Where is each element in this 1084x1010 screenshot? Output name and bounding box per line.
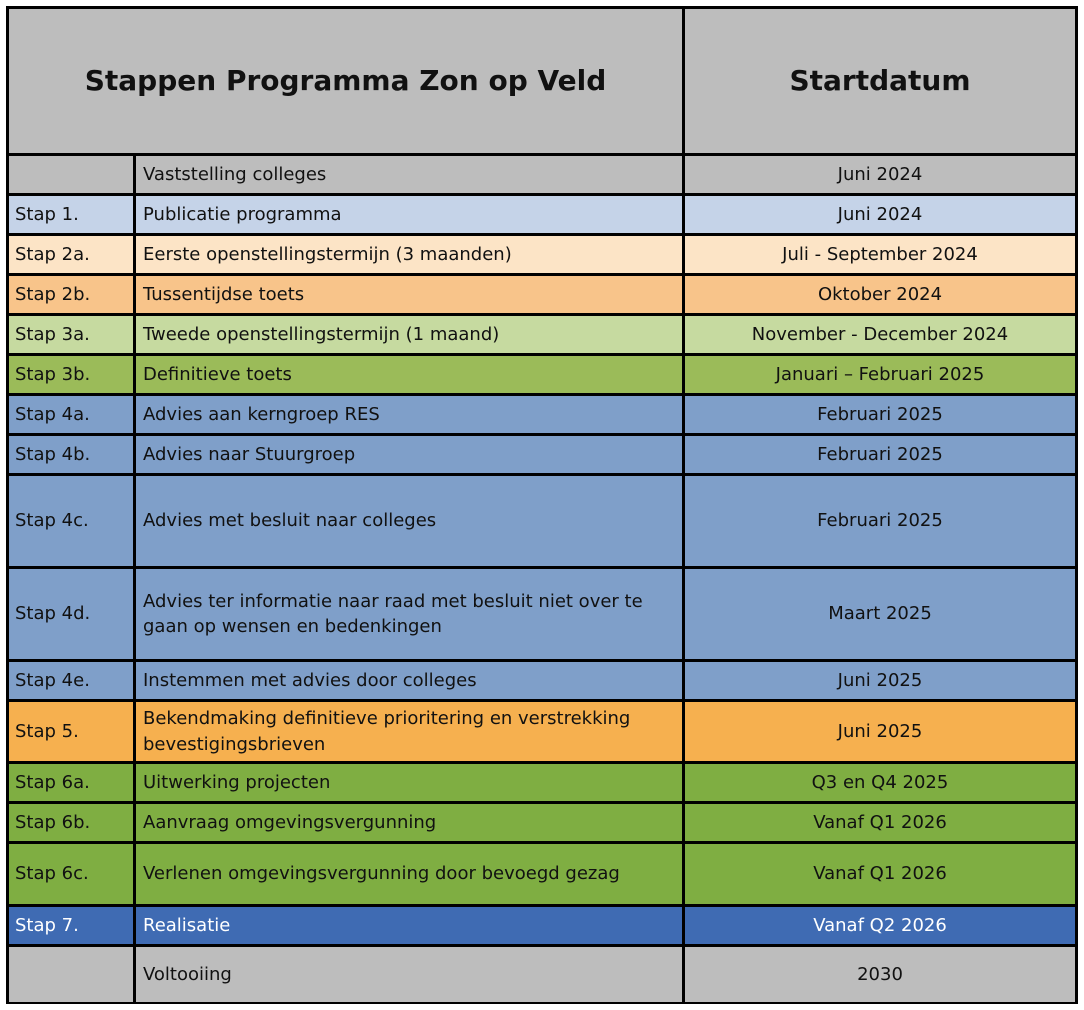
step-cell bbox=[9, 156, 133, 193]
step-cell bbox=[9, 947, 133, 1002]
description-cell: Publicatie programma bbox=[136, 196, 682, 233]
step-cell: Stap 2a. bbox=[9, 236, 133, 273]
table-row: Stap 6a. Uitwerking projecten Q3 en Q4 202… bbox=[9, 764, 1075, 801]
step-cell: Stap 4e. bbox=[9, 662, 133, 699]
date-cell: November - December 2024 bbox=[685, 316, 1075, 353]
date-cell: Februari 2025 bbox=[685, 476, 1075, 566]
table-row: Stap 6c. Verlenen omgevingsvergunning doo… bbox=[9, 844, 1075, 904]
date-cell: Maart 2025 bbox=[685, 569, 1075, 659]
description-cell: Advies ter informatie naar raad met besl… bbox=[136, 569, 682, 659]
table-row: Voltooiing 2030 bbox=[9, 947, 1075, 1002]
date-column-header: Startdatum bbox=[685, 9, 1075, 153]
date-cell: Vanaf Q1 2026 bbox=[685, 844, 1075, 904]
description-cell: Advies met besluit naar colleges bbox=[136, 476, 682, 566]
date-cell: Vanaf Q1 2026 bbox=[685, 804, 1075, 841]
date-cell: Juni 2024 bbox=[685, 196, 1075, 233]
table-row: Stap 2a. Eerste openstellingstermijn (3 m… bbox=[9, 236, 1075, 273]
table-row: Stap 4d. Advies ter informatie naar raad … bbox=[9, 569, 1075, 659]
table-row: Stap 4e. Instemmen met advies door colleg… bbox=[9, 662, 1075, 699]
table-row: Vaststelling colleges Juni 2024 bbox=[9, 156, 1075, 193]
date-cell: Juli - September 2024 bbox=[685, 236, 1075, 273]
date-cell: Februari 2025 bbox=[685, 396, 1075, 433]
description-cell: Vaststelling colleges bbox=[136, 156, 682, 193]
description-cell: Advies aan kerngroep RES bbox=[136, 396, 682, 433]
step-cell: Stap 6a. bbox=[9, 764, 133, 801]
table-row: Stap 4a. Advies aan kerngroep RES Februari… bbox=[9, 396, 1075, 433]
steps-table: Stappen Programma Zon op Veld Startdatum… bbox=[6, 6, 1078, 1004]
step-cell: Stap 5. bbox=[9, 702, 133, 761]
table-row: Stap 4c. Advies met besluit naar colleges… bbox=[9, 476, 1075, 566]
description-cell: Advies naar Stuurgroep bbox=[136, 436, 682, 473]
date-cell: Q3 en Q4 2025 bbox=[685, 764, 1075, 801]
description-cell: Tussentijdse toets bbox=[136, 276, 682, 313]
date-cell: Oktober 2024 bbox=[685, 276, 1075, 313]
date-cell: Februari 2025 bbox=[685, 436, 1075, 473]
date-cell: Juni 2025 bbox=[685, 662, 1075, 699]
description-cell: Realisatie bbox=[136, 907, 682, 944]
table-row: Stap 1. Publicatie programma Juni 2024 bbox=[9, 196, 1075, 233]
description-cell: Uitwerking projecten bbox=[136, 764, 682, 801]
description-cell: Definitieve toets bbox=[136, 356, 682, 393]
date-cell: Juni 2024 bbox=[685, 156, 1075, 193]
step-cell: Stap 4d. bbox=[9, 569, 133, 659]
date-cell: Januari – Februari 2025 bbox=[685, 356, 1075, 393]
step-cell: Stap 1. bbox=[9, 196, 133, 233]
step-cell: Stap 7. bbox=[9, 907, 133, 944]
table-row: Stap 2b. Tussentijdse toets Oktober 2024 bbox=[9, 276, 1075, 313]
step-cell: Stap 6b. bbox=[9, 804, 133, 841]
date-cell: Juni 2025 bbox=[685, 702, 1075, 761]
table-row: Stap 4b. Advies naar Stuurgroep Februari 2… bbox=[9, 436, 1075, 473]
step-cell: Stap 2b. bbox=[9, 276, 133, 313]
step-cell: Stap 3b. bbox=[9, 356, 133, 393]
description-cell: Instemmen met advies door colleges bbox=[136, 662, 682, 699]
table-row: Stap 5. Bekendmaking definitieve priorite… bbox=[9, 702, 1075, 761]
table-title: Stappen Programma Zon op Veld bbox=[9, 9, 682, 153]
table-row: Stap 3b. Definitieve toets Januari – Febru… bbox=[9, 356, 1075, 393]
step-cell: Stap 4b. bbox=[9, 436, 133, 473]
description-cell: Verlenen omgevingsvergunning door bevoeg… bbox=[136, 844, 682, 904]
step-cell: Stap 4a. bbox=[9, 396, 133, 433]
table-row: Stap 7. Realisatie Vanaf Q2 2026 bbox=[9, 907, 1075, 944]
table-row: Stap 6b. Aanvraag omgevingsvergunning Vana… bbox=[9, 804, 1075, 841]
table-row: Stap 3a. Tweede openstellingstermijn (1 m… bbox=[9, 316, 1075, 353]
description-cell: Eerste openstellingstermijn (3 maanden) bbox=[136, 236, 682, 273]
description-cell: Bekendmaking definitieve prioritering en… bbox=[136, 702, 682, 761]
description-cell: Aanvraag omgevingsvergunning bbox=[136, 804, 682, 841]
step-cell: Stap 6c. bbox=[9, 844, 133, 904]
date-cell: Vanaf Q2 2026 bbox=[685, 907, 1075, 944]
date-cell: 2030 bbox=[685, 947, 1075, 1002]
step-cell: Stap 4c. bbox=[9, 476, 133, 566]
step-cell: Stap 3a. bbox=[9, 316, 133, 353]
table-header: Stappen Programma Zon op Veld Startdatum bbox=[9, 9, 1075, 153]
description-cell: Voltooiing bbox=[136, 947, 682, 1002]
description-cell: Tweede openstellingstermijn (1 maand) bbox=[136, 316, 682, 353]
